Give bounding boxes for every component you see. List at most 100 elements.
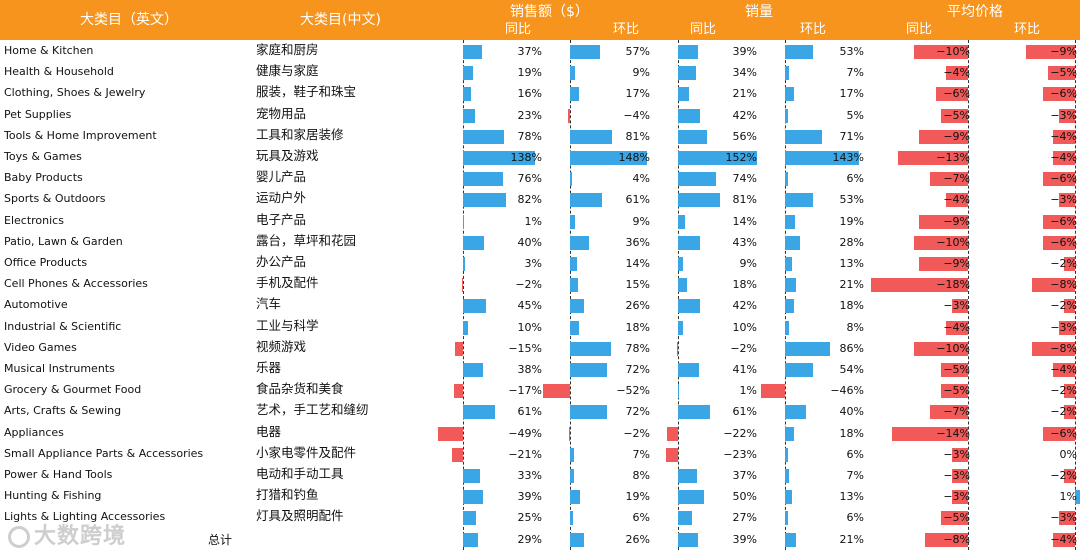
- price-mom-bar: [1064, 257, 1075, 271]
- price-yoy-bar: [951, 447, 968, 462]
- sales-mom-value: −4%: [623, 108, 650, 122]
- category-en-label: Industrial & Scientific: [4, 319, 122, 333]
- price-yoy-value: −10%: [936, 341, 970, 355]
- category-en-label: Tools & Home Improvement: [4, 128, 157, 142]
- sales-mom-value: 81%: [625, 129, 650, 143]
- price-mom-value: −6%: [1050, 87, 1077, 101]
- header-sales-yoy: 同比: [505, 22, 532, 37]
- sales-yoy-value: 37%: [517, 45, 542, 58]
- category-zh-label: 健康与家庭: [256, 63, 319, 79]
- volume-yoy-value: 21%: [732, 87, 757, 101]
- category-zh-label: 家庭和厨房: [256, 42, 319, 57]
- price-yoy-value: −4%: [943, 66, 970, 80]
- sales-mom-bar: [570, 363, 608, 377]
- sales-yoy-value: 25%: [517, 511, 542, 525]
- price-mom-value: −5%: [1050, 66, 1077, 80]
- price-mom-value: −8%: [1050, 278, 1077, 292]
- price-mom-value: 0%: [1059, 447, 1077, 461]
- category-zh-label: 电动和手动工具: [256, 466, 344, 481]
- volume-yoy-value: 10%: [732, 320, 757, 334]
- price-mom-bar: [1042, 214, 1075, 229]
- price-yoy-bar: [919, 257, 968, 271]
- volume-mom-value: 71%: [839, 129, 864, 143]
- sales-mom-bar: [570, 45, 600, 59]
- price-yoy-value: −7%: [943, 405, 970, 419]
- sales-yoy-value: −2%: [515, 278, 542, 292]
- sales-yoy-bar: [455, 341, 463, 356]
- price-mom-bar: [1031, 341, 1075, 356]
- header-price-mom: 环比: [1014, 22, 1041, 37]
- category-en-label: Toys & Games: [4, 150, 82, 163]
- category-en-label: Office Products: [4, 256, 88, 269]
- sales-yoy-value: −21%: [508, 447, 542, 461]
- sales-yoy-axis: [463, 40, 464, 550]
- volume-mom-bar: [785, 193, 813, 208]
- price-mom-value: 1%: [1059, 490, 1077, 504]
- sales-yoy-bar: [463, 129, 504, 144]
- sales-mom-value: 19%: [625, 490, 650, 504]
- volume-mom-bar: [785, 108, 788, 123]
- price-yoy-value: −13%: [936, 151, 970, 164]
- category-en-label: Grocery & Gourmet Food: [4, 383, 142, 397]
- volume-mom-bar: [785, 405, 806, 420]
- volume-mom-bar: [785, 235, 800, 250]
- sales-yoy-bar: [463, 511, 476, 526]
- sales-mom-value: −52%: [616, 384, 650, 398]
- volume-yoy-value: 56%: [732, 129, 757, 143]
- volume-mom-value: 53%: [839, 45, 864, 58]
- sales-mom-bar: [570, 405, 608, 420]
- sales-yoy-value: 16%: [517, 87, 542, 101]
- volume-yoy-bar: [678, 87, 689, 102]
- price-yoy-bar: [946, 193, 968, 208]
- price-mom-value: −6%: [1050, 235, 1077, 249]
- price-mom-value: −2%: [1050, 257, 1077, 270]
- sales-yoy-value: 38%: [517, 363, 542, 376]
- category-en-label: Appliances: [4, 425, 64, 439]
- sales-yoy-bar: [463, 214, 464, 229]
- volume-yoy-value: 81%: [732, 193, 757, 207]
- volume-mom-value: 7%: [846, 66, 864, 80]
- volume-mom-value: 53%: [839, 193, 864, 207]
- category-zh-label: 手机及配件: [256, 275, 319, 291]
- price-mom-value: −2%: [1050, 405, 1077, 419]
- sales-yoy-bar: [463, 66, 473, 81]
- sales-yoy-value: 40%: [517, 235, 542, 249]
- sales-yoy-value: 10%: [517, 320, 542, 334]
- price-mom-value: −6%: [1050, 214, 1077, 228]
- price-yoy-bar: [919, 129, 968, 144]
- sales-yoy-bar: [463, 257, 465, 271]
- price-mom-value: −3%: [1050, 193, 1077, 207]
- sales-yoy-value: 39%: [517, 490, 542, 504]
- volume-yoy-bar: [678, 299, 700, 314]
- price-yoy-value: −3%: [943, 490, 970, 504]
- volume-mom-bar: [785, 426, 795, 441]
- category-zh-label: 打猎和钓鱼: [256, 487, 319, 503]
- sales-mom-value: 9%: [632, 214, 650, 228]
- category-en-label: Pet Supplies: [4, 107, 72, 121]
- sales-mom-value: 36%: [625, 235, 650, 249]
- sales-mom-bar: [570, 193, 602, 208]
- price-mom-value: −2%: [1050, 469, 1077, 482]
- volume-yoy-bar: [678, 151, 758, 165]
- volume-mom-value: 21%: [839, 532, 864, 546]
- sales-mom-bar: [570, 299, 584, 314]
- sales-yoy-value: 1%: [524, 214, 542, 228]
- price-mom-bar: [1042, 172, 1075, 187]
- header-volume: 销量: [745, 4, 773, 20]
- price-mom-bar: [1064, 299, 1075, 314]
- category-en-label: Patio, Lawn & Garden: [4, 234, 123, 248]
- volume-mom-bar: [785, 532, 796, 547]
- watermark-logo-icon: [8, 526, 30, 548]
- volume-mom-bar: [785, 320, 790, 335]
- price-yoy-bar: [941, 511, 968, 526]
- category-en-label: Small Appliance Parts & Accessories: [4, 446, 204, 460]
- price-yoy-bar: [935, 87, 968, 102]
- volume-mom-value: 40%: [839, 405, 864, 419]
- category-zh-label: 电子产品: [256, 211, 307, 227]
- volume-yoy-bar: [678, 193, 721, 208]
- volume-yoy-bar: [678, 214, 686, 229]
- price-yoy-value: −10%: [936, 235, 970, 249]
- sales-mom-bar: [568, 426, 570, 441]
- volume-mom-bar: [785, 363, 814, 377]
- sales-mom-value: 78%: [625, 341, 650, 355]
